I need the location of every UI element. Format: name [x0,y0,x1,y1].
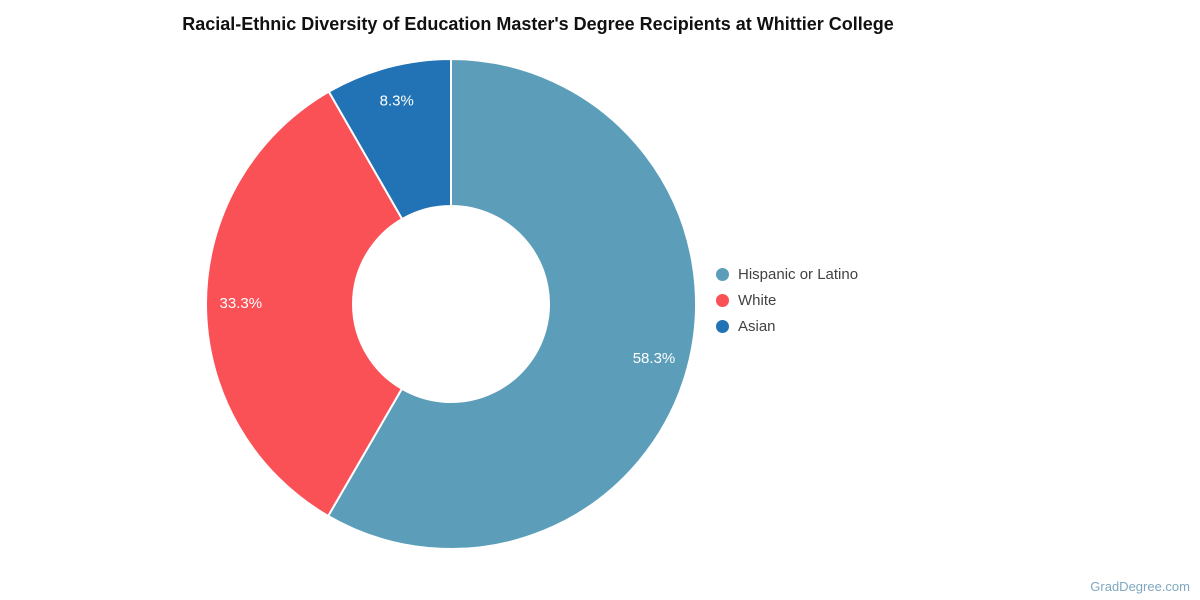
legend-item-asian[interactable]: Asian [716,313,858,339]
chart-title: Racial-Ethnic Diversity of Education Mas… [182,14,894,34]
pie-slice-white[interactable] [205,90,404,517]
legend: Hispanic or Latino White Asian [716,261,858,339]
watermark-link[interactable]: GradDegree.com [1090,579,1190,594]
legend-item-hispanic-or-latino[interactable]: Hispanic or Latino [716,261,858,287]
legend-marker-icon [716,267,729,281]
donut-chart: 58.3% 33.3% 8.3% [205,58,697,550]
legend-item-label: White [738,291,777,309]
pie-slice-asian[interactable] [327,58,452,221]
legend-item-label: Hispanic or Latino [738,265,859,283]
legend-marker-icon [716,319,729,333]
slice-percent-label: 33.3% [220,295,263,312]
legend-marker-icon [716,293,729,307]
pie-slice-hispanic-or-latino[interactable] [327,58,697,550]
slice-percent-label: 58.3% [633,350,676,367]
slice-percent-label: 8.3% [380,92,414,109]
legend-item-white[interactable]: White [716,287,858,313]
legend-item-label: Asian [738,317,776,335]
